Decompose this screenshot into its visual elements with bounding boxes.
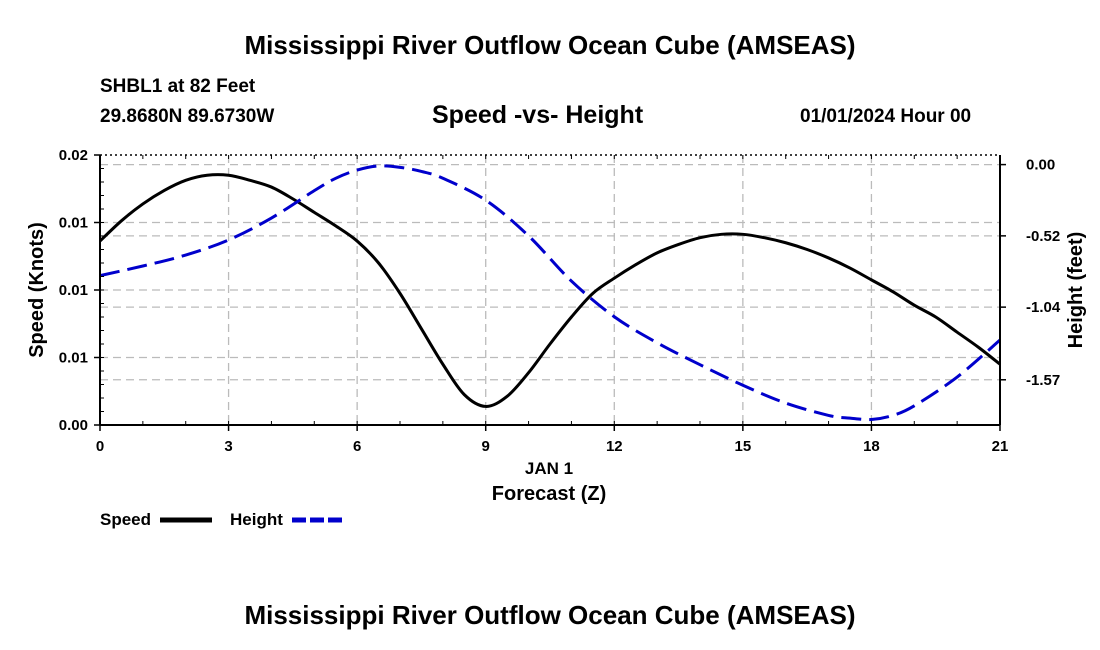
y2-tick-label: -1.04 [1026,299,1061,316]
series-line-height [99,164,1001,422]
y-tick-label: 0.02 [59,147,88,164]
x-tick-label: 3 [224,438,232,455]
series-layer [98,164,1001,422]
chart-title: Speed -vs- Height [432,101,644,129]
coordinates-label: 29.8680N 89.6730W [100,106,275,127]
grid-lines [100,155,1000,425]
legend: Speed Height [100,510,342,529]
x-tick-label: 0 [96,438,104,455]
y-axis-label: Speed (Knots) [26,222,48,358]
legend-speed-label: Speed [100,510,151,529]
main-title: Mississippi River Outflow Ocean Cube (AM… [244,30,856,60]
y-tick-label: 0.00 [59,417,88,434]
x-tick-label: 9 [482,438,490,455]
y-tick-label: 0.01 [59,350,88,367]
x-tick-label: 18 [863,438,880,455]
y2-tick-label: -1.57 [1026,372,1060,389]
y2-tick-label: -0.52 [1026,228,1060,245]
x-axis-label: Forecast (Z) [492,483,606,505]
legend-height-label: Height [230,510,283,529]
speed-height-chart: 0 3 6 9 12 15 18 21 0.00 0.01 0.01 0.01 0.02 0.00 -0.5… [26,147,1087,529]
y-tick-label: 0.01 [59,215,88,232]
x-tick-label: 21 [992,438,1009,455]
series-line-speed [98,173,1001,408]
y2-tick-label: 0.00 [1026,157,1055,174]
x-tick-label: 15 [735,438,752,455]
y2-axis-label: Height (feet) [1065,232,1087,349]
date-label: JAN 1 [525,459,573,478]
x-tick-label: 6 [353,438,361,455]
x-tick-label: 12 [606,438,623,455]
datetime-label: 01/01/2024 Hour 00 [800,106,972,127]
ticks: 0 3 6 9 12 15 18 21 0.00 0.01 0.01 0.01 0.02 0.00 -0.5… [59,147,1061,455]
y-tick-label: 0.01 [59,282,88,299]
footer-title: Mississippi River Outflow Ocean Cube (AM… [244,600,856,630]
station-label: SHBL1 at 82 Feet [100,76,256,97]
